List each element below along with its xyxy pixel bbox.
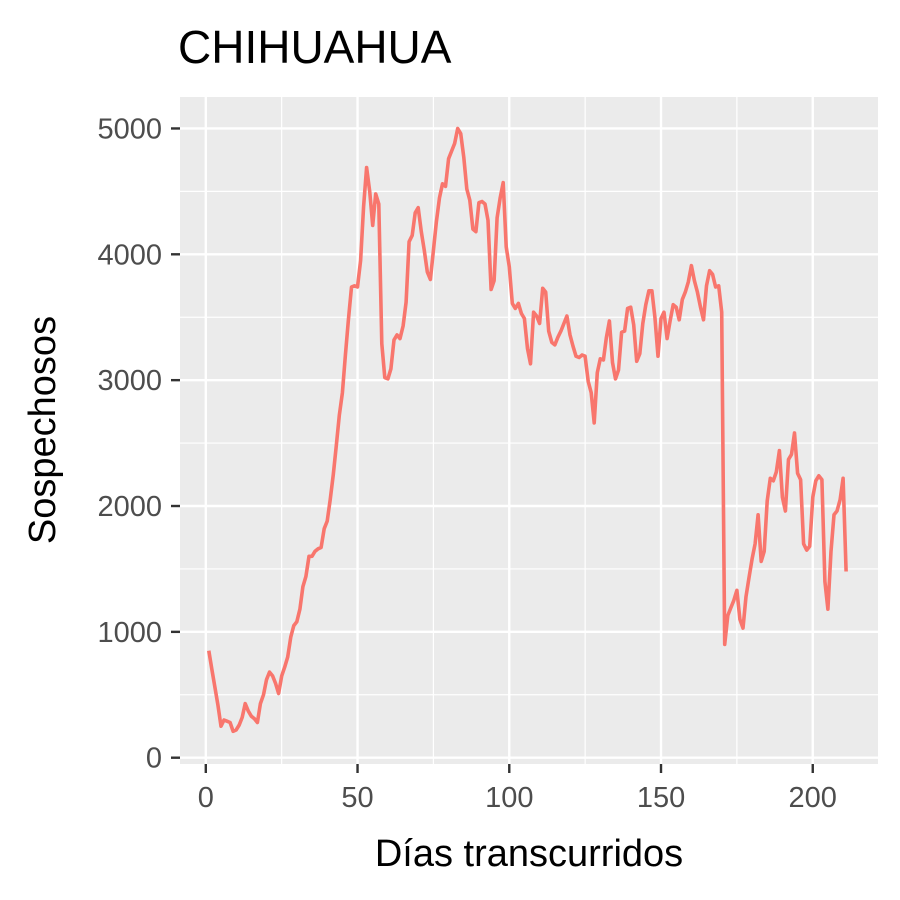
x-tick-label: 150 (637, 782, 685, 814)
x-tick-label: 100 (485, 782, 533, 814)
y-tick-label: 5000 (97, 113, 162, 145)
chart-title: CHIHUAHUA (178, 21, 452, 73)
x-axis: 0 50 100 150 200 (198, 764, 837, 814)
plot-panel (180, 97, 878, 764)
y-tick-label: 4000 (97, 239, 162, 271)
y-axis: 0 1000 2000 3000 4000 5000 (97, 113, 180, 775)
series-layer (207, 126, 848, 734)
y-tick-label: 1000 (97, 617, 162, 649)
y-axis-title: Sospechosos (22, 316, 64, 544)
x-tick-label: 50 (341, 782, 373, 814)
y-tick-label: 2000 (97, 491, 162, 523)
grid-minor (180, 97, 878, 764)
y-tick-label: 3000 (97, 365, 162, 397)
x-tick-label: 200 (789, 782, 837, 814)
x-tick-label: 0 (198, 782, 214, 814)
series-line (207, 126, 848, 734)
y-tick-label: 0 (146, 743, 162, 775)
grid-major (180, 97, 878, 764)
x-axis-title: Días transcurridos (375, 833, 683, 875)
